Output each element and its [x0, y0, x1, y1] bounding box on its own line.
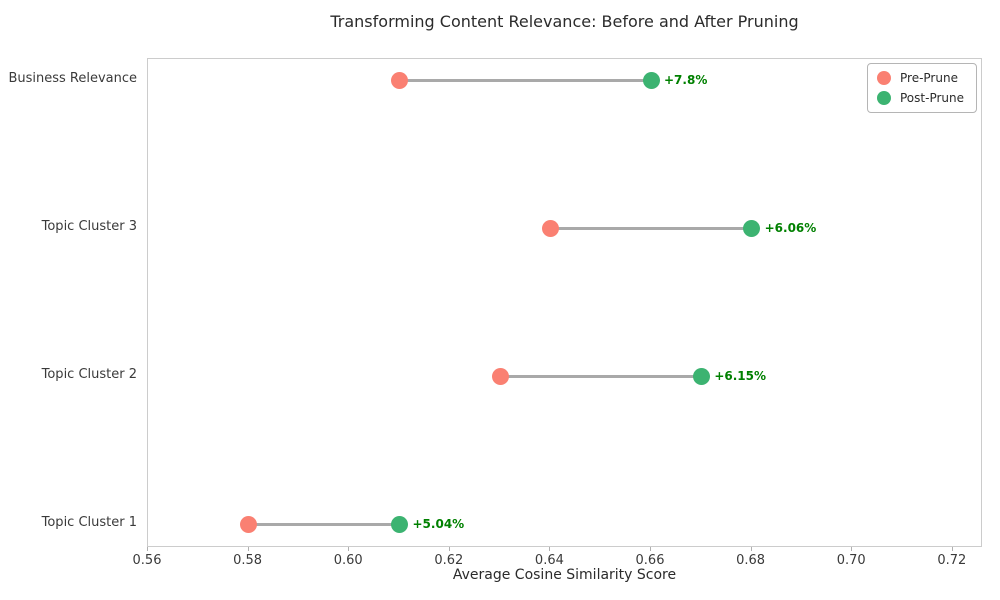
x-tick-label: 0.58: [233, 553, 263, 568]
x-tick-mark: [147, 547, 148, 551]
pre-prune-dot: [541, 219, 559, 237]
x-tick-mark: [650, 547, 651, 551]
legend-item-pre-prune: Pre-Prune: [877, 71, 964, 85]
post-prune-dot: [743, 219, 761, 237]
y-axis-label: Topic Cluster 3: [41, 219, 137, 234]
x-tick-mark: [348, 547, 350, 551]
connector-line: [500, 374, 702, 378]
x-axis-title: Average Cosine Similarity Score: [452, 567, 677, 583]
x-tick-mark: [750, 547, 752, 551]
pre-prune-dot: [491, 367, 509, 385]
x-tick-mark: [851, 547, 853, 551]
pre-prune-dot: [240, 515, 258, 533]
x-tick-mark: [951, 547, 953, 551]
connector-line: [399, 78, 651, 82]
legend-item-post-prune: Post-Prune: [877, 91, 964, 105]
y-axis-label: Topic Cluster 2: [41, 367, 137, 382]
y-axis-label: Topic Cluster 1: [41, 515, 137, 530]
x-tick-label: 0.68: [736, 553, 766, 568]
gain-annotation: +7.8%: [664, 73, 708, 87]
post-prune-dot: [692, 367, 710, 385]
x-tick-mark: [549, 547, 551, 551]
x-tick-label: 0.62: [434, 553, 464, 568]
plot-area: Pre-Prune Post-Prune +7.8% +6.06% +6.15% +5…: [147, 58, 982, 547]
x-tick-label: 0.56: [132, 553, 162, 568]
x-tick-mark: [247, 547, 249, 551]
pre-prune-dot: [391, 71, 408, 89]
y-axis-label: Business Relevance: [8, 71, 137, 86]
x-tick-label: 0.70: [836, 553, 866, 568]
x-tick-label: 0.72: [937, 553, 967, 568]
pre-prune-legend-dot: [877, 71, 891, 85]
post-prune-dot: [391, 515, 408, 533]
gain-annotation: +6.15%: [714, 369, 766, 383]
legend-label-pre-prune: Pre-Prune: [900, 71, 958, 85]
chart-title: Transforming Content Relevance: Before a…: [330, 12, 799, 31]
connector-line: [550, 226, 752, 230]
post-prune-dot: [642, 71, 660, 89]
post-prune-legend-dot: [877, 91, 891, 105]
x-tick-label: 0.66: [635, 553, 665, 568]
gain-annotation: +6.06%: [764, 221, 817, 235]
x-tick-mark: [448, 547, 450, 551]
connector-line: [248, 522, 400, 526]
legend: Pre-Prune Post-Prune: [867, 63, 977, 113]
gain-annotation: +5.04%: [412, 517, 465, 531]
x-tick-label: 0.64: [534, 553, 564, 568]
x-tick-label: 0.60: [333, 553, 363, 568]
legend-label-post-prune: Post-Prune: [900, 91, 964, 105]
